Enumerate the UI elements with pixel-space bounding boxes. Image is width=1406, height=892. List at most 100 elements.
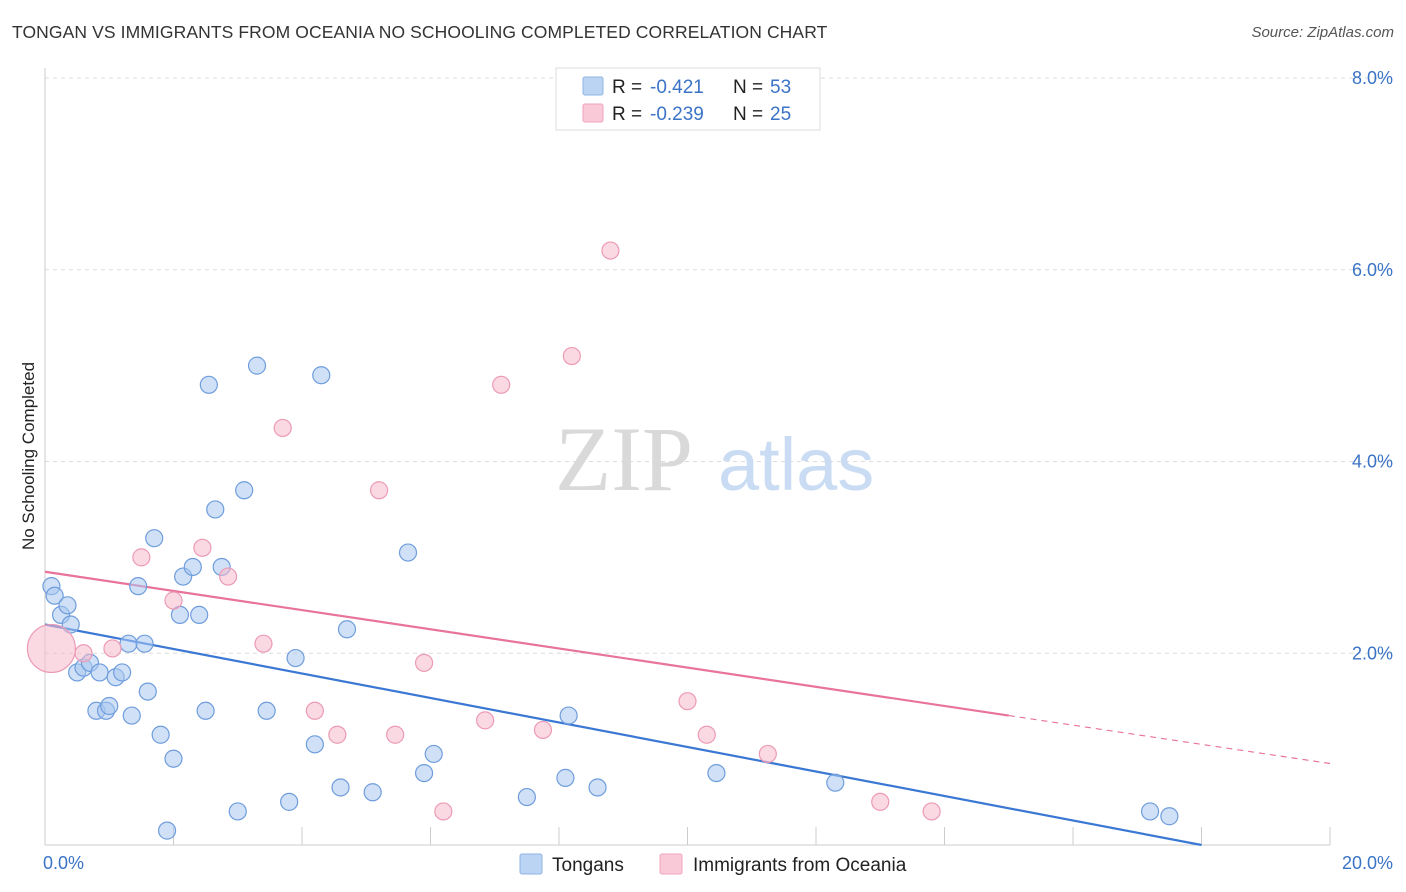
legend-r-label-1: R =	[612, 77, 642, 98]
legend-n-value-1: 53	[770, 77, 791, 98]
point-tongans	[45, 586, 64, 605]
point-tongans	[588, 778, 607, 797]
point-tongans	[138, 682, 157, 701]
point-tongans	[517, 787, 536, 807]
point-oceania	[562, 346, 581, 366]
grid-layer	[45, 77, 1392, 654]
point-tongans	[129, 577, 148, 596]
point-oceania	[871, 792, 890, 811]
point-tongans	[119, 634, 138, 653]
point-oceania	[193, 538, 212, 557]
point-oceania	[132, 548, 151, 567]
point-oceania	[26, 623, 77, 674]
point-tongans	[135, 634, 154, 653]
point-oceania	[386, 725, 405, 744]
point-tongans	[58, 596, 77, 615]
trend-line-oceania-extension	[1008, 714, 1331, 765]
point-tongans	[247, 356, 267, 375]
point-oceania	[370, 481, 389, 500]
legend-r-value-2: -0.239	[650, 104, 704, 125]
point-tongans	[312, 366, 331, 385]
point-tongans	[199, 375, 218, 394]
legend-swatch-tongans	[582, 76, 604, 96]
chart-title: TONGAN VS IMMIGRANTS FROM OCEANIA NO SCH…	[12, 22, 828, 42]
bottom-legend: Tongans Immigrants from Oceania	[519, 853, 907, 876]
bottom-legend-swatch-tongans	[519, 853, 543, 875]
legend-n-label-2: N =	[733, 104, 763, 125]
legend-n-value-2: 25	[770, 104, 791, 125]
watermark: ZIP atlas	[555, 408, 874, 510]
point-tongans	[363, 783, 382, 802]
point-tongans	[559, 706, 578, 725]
y-tick-label: 4.0%	[1352, 452, 1393, 472]
point-tongans	[145, 529, 164, 548]
trend-lines	[44, 570, 1331, 847]
point-oceania	[678, 692, 697, 711]
point-tongans	[61, 615, 80, 634]
y-tick-label: 8.0%	[1352, 68, 1393, 88]
y-axis-label: No Schooling Completed	[19, 362, 38, 550]
point-tongans	[183, 557, 202, 577]
legend-r-label-2: R =	[612, 104, 642, 125]
y-tick-label: 6.0%	[1352, 260, 1393, 280]
point-tongans	[257, 701, 276, 720]
point-oceania	[328, 725, 347, 744]
point-tongans	[286, 648, 305, 668]
watermark-atlas: atlas	[718, 423, 874, 506]
bottom-legend-label-oceania: Immigrants from Oceania	[693, 855, 907, 876]
point-oceania	[305, 701, 324, 720]
point-oceania	[414, 653, 434, 672]
watermark-zip: ZIP	[555, 408, 693, 510]
points-layer	[26, 241, 1179, 840]
point-oceania	[492, 375, 511, 394]
point-oceania	[434, 802, 453, 821]
point-tongans	[164, 749, 183, 768]
point-oceania	[273, 418, 292, 438]
point-oceania	[74, 644, 93, 663]
legend-r-value-1: -0.421	[650, 77, 704, 98]
legend-n-label-1: N =	[733, 77, 763, 98]
point-tongans	[424, 744, 443, 764]
point-tongans	[90, 663, 109, 682]
point-oceania	[254, 634, 273, 653]
source-credit: Source: ZipAtlas.com	[1251, 24, 1394, 41]
point-tongans	[122, 706, 141, 725]
x-tick-label-max: 20.0%	[1342, 853, 1393, 873]
point-tongans	[305, 735, 324, 754]
point-tongans	[331, 778, 350, 797]
point-oceania	[758, 744, 777, 764]
point-tongans	[196, 701, 215, 720]
legend-swatch-oceania	[582, 103, 604, 123]
point-oceania	[697, 725, 716, 744]
point-oceania	[533, 720, 553, 740]
point-tongans	[1140, 802, 1160, 821]
point-oceania	[219, 567, 238, 586]
point-tongans	[190, 605, 209, 625]
point-oceania	[103, 639, 122, 658]
trend-line-tongans	[44, 623, 1202, 847]
point-tongans	[414, 763, 434, 783]
point-oceania	[164, 591, 183, 610]
y-tick-label: 2.0%	[1352, 643, 1393, 663]
point-tongans	[1160, 807, 1179, 826]
point-tongans	[398, 543, 418, 562]
trend-line-oceania	[44, 570, 1009, 717]
point-tongans	[707, 763, 726, 783]
axes-layer: 2.0% 4.0% 6.0% 8.0% 0.0% 20.0%	[43, 68, 1393, 873]
bottom-legend-swatch-oceania	[659, 853, 683, 875]
point-tongans	[100, 696, 119, 716]
point-oceania	[601, 241, 620, 260]
point-tongans	[206, 500, 225, 519]
point-tongans	[157, 821, 177, 840]
point-tongans	[280, 792, 299, 811]
point-tongans	[112, 663, 132, 682]
point-tongans	[151, 725, 170, 744]
point-tongans	[826, 773, 845, 792]
point-tongans	[228, 802, 247, 821]
point-oceania	[476, 711, 495, 730]
point-tongans	[337, 620, 357, 639]
bottom-legend-label-tongans: Tongans	[552, 855, 624, 876]
x-tick-label-min: 0.0%	[43, 853, 84, 873]
point-tongans	[235, 481, 254, 500]
